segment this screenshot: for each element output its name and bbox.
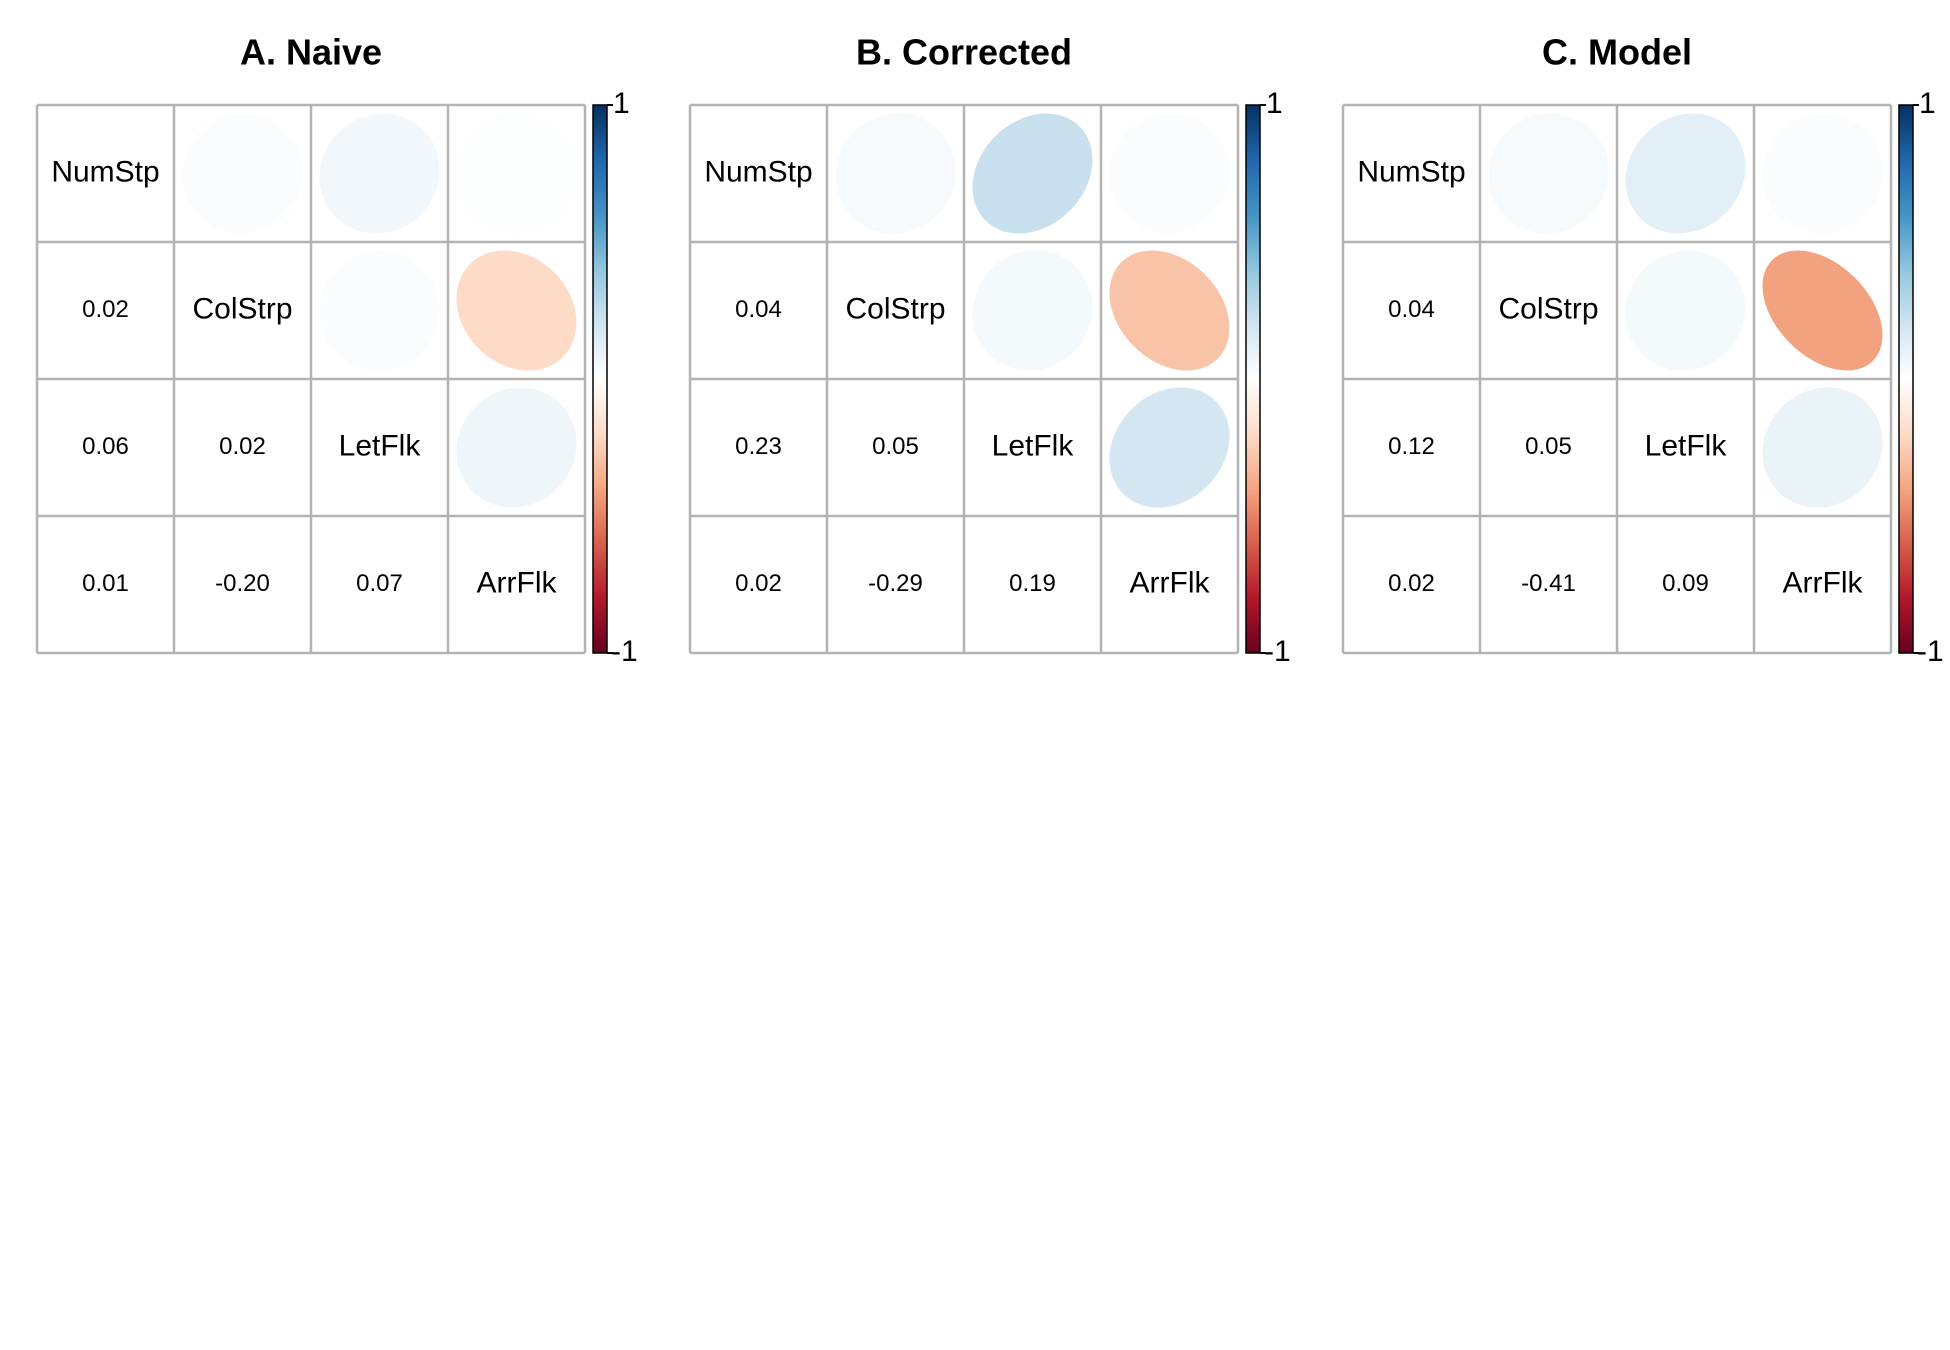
variable-label: ArrFlk <box>1783 566 1864 599</box>
colorbar <box>592 104 608 654</box>
variable-label: LetFlk <box>339 429 422 462</box>
variable-label: ColStrp <box>1498 292 1598 325</box>
correlation-value: 0.05 <box>1525 433 1572 460</box>
correlation-ellipse <box>1625 250 1746 371</box>
correlation-ellipse <box>456 113 577 234</box>
correlation-value: 0.05 <box>872 433 919 460</box>
correlation-ellipse <box>1109 387 1230 508</box>
correlation-ellipse <box>835 113 956 234</box>
variable-label: LetFlk <box>1645 429 1728 462</box>
correlation-value: -0.20 <box>215 570 270 597</box>
correlation-value: 0.12 <box>1388 433 1435 460</box>
variable-label: ArrFlk <box>1130 566 1211 599</box>
colorbar-min-label: -1 <box>1917 635 1944 668</box>
correlation-ellipse <box>1762 113 1883 234</box>
correlation-value: 0.04 <box>735 296 782 323</box>
correlation-ellipse <box>456 250 577 371</box>
colorbar-min-label: -1 <box>1264 635 1291 668</box>
correlation-value: -0.41 <box>1521 570 1576 597</box>
variable-label: NumStp <box>704 155 812 188</box>
correlation-ellipse <box>972 250 1093 371</box>
correlation-value: 0.01 <box>82 570 129 597</box>
correlation-ellipse <box>1488 113 1609 234</box>
panel-title: C. Model <box>1542 32 1692 73</box>
correlation-value: -0.29 <box>868 570 923 597</box>
colorbar-max-label: 1 <box>1919 87 1936 120</box>
colorbar-min-label: -1 <box>611 635 638 668</box>
correlation-value: 0.07 <box>356 570 403 597</box>
correlation-value: 0.02 <box>735 570 782 597</box>
panel-1: A. Naive NumStp 0.02 ColStrp 0.06 0.02 LetFlk 0… <box>35 32 638 668</box>
correlation-ellipse <box>319 250 440 371</box>
panel-2: B. Corrected NumStp 0.04 ColStrp 0.23 0.05 Let… <box>688 32 1291 668</box>
colorbar <box>1898 104 1914 654</box>
correlation-value: 0.23 <box>735 433 782 460</box>
correlation-ellipse <box>182 113 303 234</box>
correlation-value: 0.09 <box>1662 570 1709 597</box>
variable-label: NumStp <box>51 155 159 188</box>
variable-label: ColStrp <box>845 292 945 325</box>
correlation-value: 0.02 <box>219 433 266 460</box>
colorbar-max-label: 1 <box>1266 87 1283 120</box>
variable-label: LetFlk <box>992 429 1075 462</box>
correlation-ellipse <box>1109 113 1230 234</box>
correlation-ellipse <box>319 113 440 234</box>
panel-3: C. Model NumStp 0.04 ColStrp 0.12 0.05 LetFlk 0… <box>1341 32 1944 668</box>
colorbar <box>1245 104 1261 654</box>
colorbar-max-label: 1 <box>613 87 630 120</box>
correlation-ellipse <box>1625 113 1746 234</box>
variable-label: ColStrp <box>192 292 292 325</box>
correlation-ellipse <box>1762 250 1883 371</box>
correlation-ellipse <box>1109 250 1230 371</box>
correlation-value: 0.02 <box>1388 570 1435 597</box>
correlation-ellipse <box>456 387 577 508</box>
correlation-value: 0.02 <box>82 296 129 323</box>
panel-title: A. Naive <box>240 32 382 73</box>
variable-label: ArrFlk <box>477 566 558 599</box>
correlation-ellipse <box>1762 387 1883 508</box>
correlation-value: 0.04 <box>1388 296 1435 323</box>
correlation-ellipse <box>972 113 1093 234</box>
panel-title: B. Corrected <box>856 32 1072 73</box>
variable-label: NumStp <box>1357 155 1465 188</box>
correlation-value: 0.19 <box>1009 570 1056 597</box>
correlation-value: 0.06 <box>82 433 129 460</box>
